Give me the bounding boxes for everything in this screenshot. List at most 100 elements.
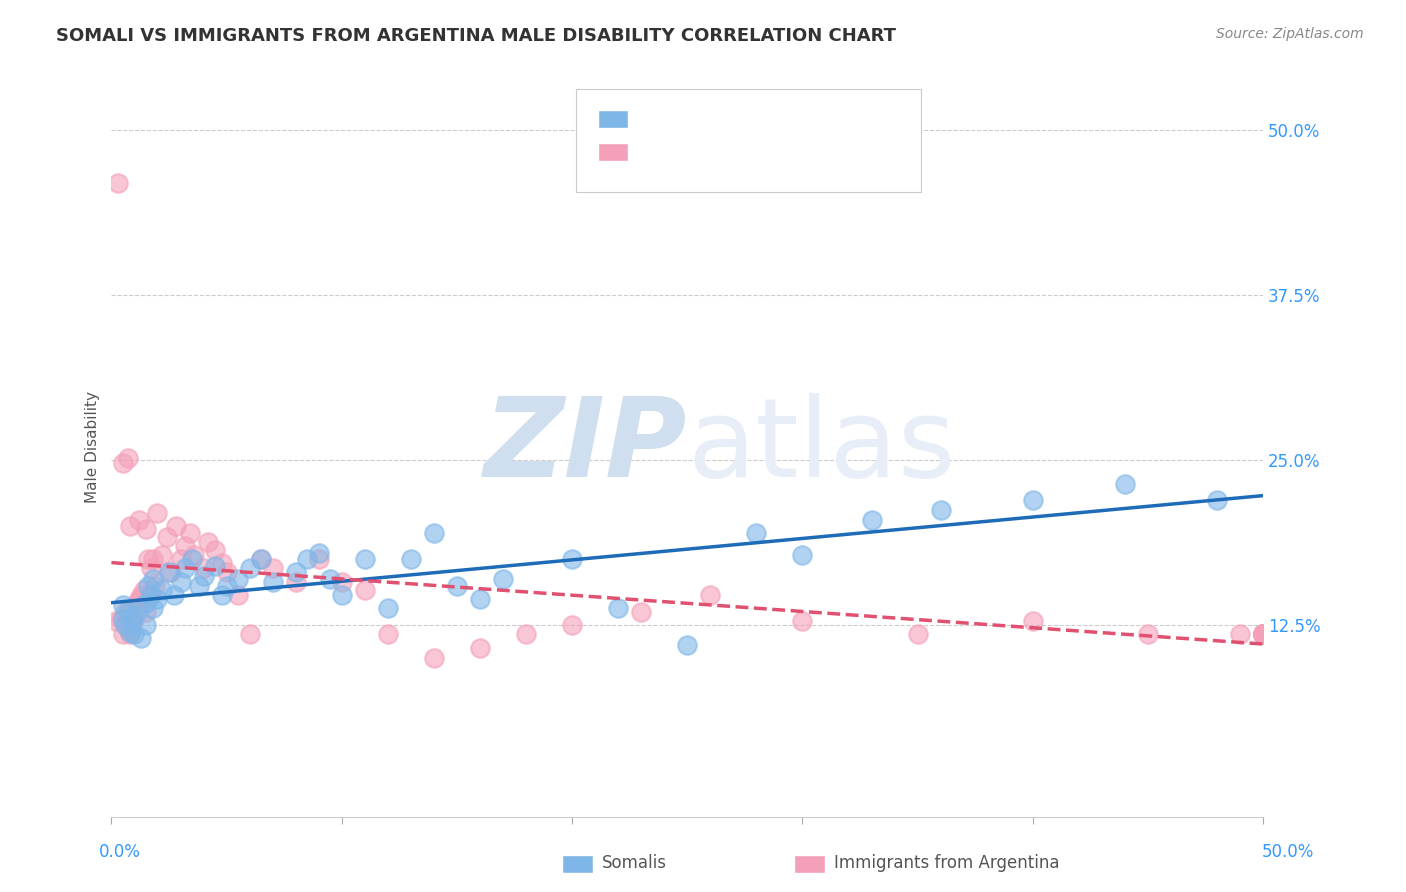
Point <box>105 614 128 628</box>
Point <box>607 601 630 615</box>
Point <box>146 591 169 606</box>
Point <box>492 572 515 586</box>
Point <box>1022 614 1045 628</box>
Text: N =: N = <box>731 108 768 126</box>
Point <box>1114 477 1136 491</box>
Point <box>114 618 136 632</box>
Text: 66: 66 <box>756 141 779 159</box>
Point <box>132 582 155 597</box>
Y-axis label: Male Disability: Male Disability <box>86 391 100 503</box>
Point <box>1251 627 1274 641</box>
Point <box>143 578 166 592</box>
Point <box>1229 627 1251 641</box>
Text: Somalis: Somalis <box>602 855 666 872</box>
Point <box>468 640 491 655</box>
Point <box>193 561 215 575</box>
Point <box>630 605 652 619</box>
Point <box>142 572 165 586</box>
Point <box>124 627 146 641</box>
Point <box>114 605 136 619</box>
Point <box>215 566 238 580</box>
Point <box>128 601 150 615</box>
Text: atlas: atlas <box>688 393 956 500</box>
Text: 0.107: 0.107 <box>664 141 716 159</box>
Point <box>792 548 814 562</box>
Point <box>1206 492 1229 507</box>
Point <box>135 605 157 619</box>
Point <box>136 552 159 566</box>
Point <box>124 608 146 623</box>
Point <box>676 638 699 652</box>
Point <box>139 588 162 602</box>
Point <box>111 599 134 613</box>
Point <box>125 596 148 610</box>
Point <box>515 627 537 641</box>
Point <box>1137 627 1160 641</box>
Text: Source: ZipAtlas.com: Source: ZipAtlas.com <box>1216 27 1364 41</box>
Point <box>174 539 197 553</box>
Point <box>1251 627 1274 641</box>
Point <box>929 503 952 517</box>
Point <box>204 558 226 573</box>
Point <box>118 519 141 533</box>
Point <box>1251 627 1274 641</box>
Text: R =: R = <box>637 141 673 159</box>
Point <box>117 450 139 465</box>
Text: SOMALI VS IMMIGRANTS FROM ARGENTINA MALE DISABILITY CORRELATION CHART: SOMALI VS IMMIGRANTS FROM ARGENTINA MALE… <box>56 27 896 45</box>
Point <box>1251 627 1274 641</box>
Point <box>139 561 162 575</box>
Point <box>136 578 159 592</box>
Point <box>239 561 262 575</box>
Point <box>150 582 173 597</box>
Point <box>135 522 157 536</box>
Text: Immigrants from Argentina: Immigrants from Argentina <box>834 855 1059 872</box>
Point <box>162 588 184 602</box>
Point <box>118 624 141 639</box>
Point <box>160 566 183 580</box>
Point <box>1251 627 1274 641</box>
Point <box>174 561 197 575</box>
Point <box>446 578 468 592</box>
Point <box>308 552 330 566</box>
Point <box>468 591 491 606</box>
Point <box>111 627 134 641</box>
Point <box>146 506 169 520</box>
Point <box>330 588 353 602</box>
Point <box>193 569 215 583</box>
Point <box>353 582 375 597</box>
Point <box>131 588 153 602</box>
Point <box>107 176 129 190</box>
Point <box>860 512 883 526</box>
Point <box>121 618 143 632</box>
Point <box>262 574 284 589</box>
Text: N =: N = <box>731 141 768 159</box>
Point <box>226 588 249 602</box>
Point <box>262 561 284 575</box>
Point <box>150 548 173 562</box>
Point <box>121 614 143 628</box>
Point <box>142 552 165 566</box>
Point <box>1251 627 1274 641</box>
Point <box>110 611 132 625</box>
Point <box>250 552 273 566</box>
Point <box>1022 492 1045 507</box>
Point <box>907 627 929 641</box>
Point <box>128 591 150 606</box>
Point <box>165 519 187 533</box>
Point <box>284 566 307 580</box>
Text: 50.0%: 50.0% <box>1263 843 1315 861</box>
Text: ZIP: ZIP <box>484 393 688 500</box>
Point <box>156 530 179 544</box>
Point <box>284 574 307 589</box>
Point <box>128 512 150 526</box>
Point <box>561 552 583 566</box>
Point <box>423 525 446 540</box>
Point <box>142 601 165 615</box>
Point <box>377 601 399 615</box>
Point <box>561 618 583 632</box>
Point <box>330 574 353 589</box>
Point <box>131 632 153 646</box>
Point <box>187 578 209 592</box>
Point <box>377 627 399 641</box>
Point <box>319 572 342 586</box>
